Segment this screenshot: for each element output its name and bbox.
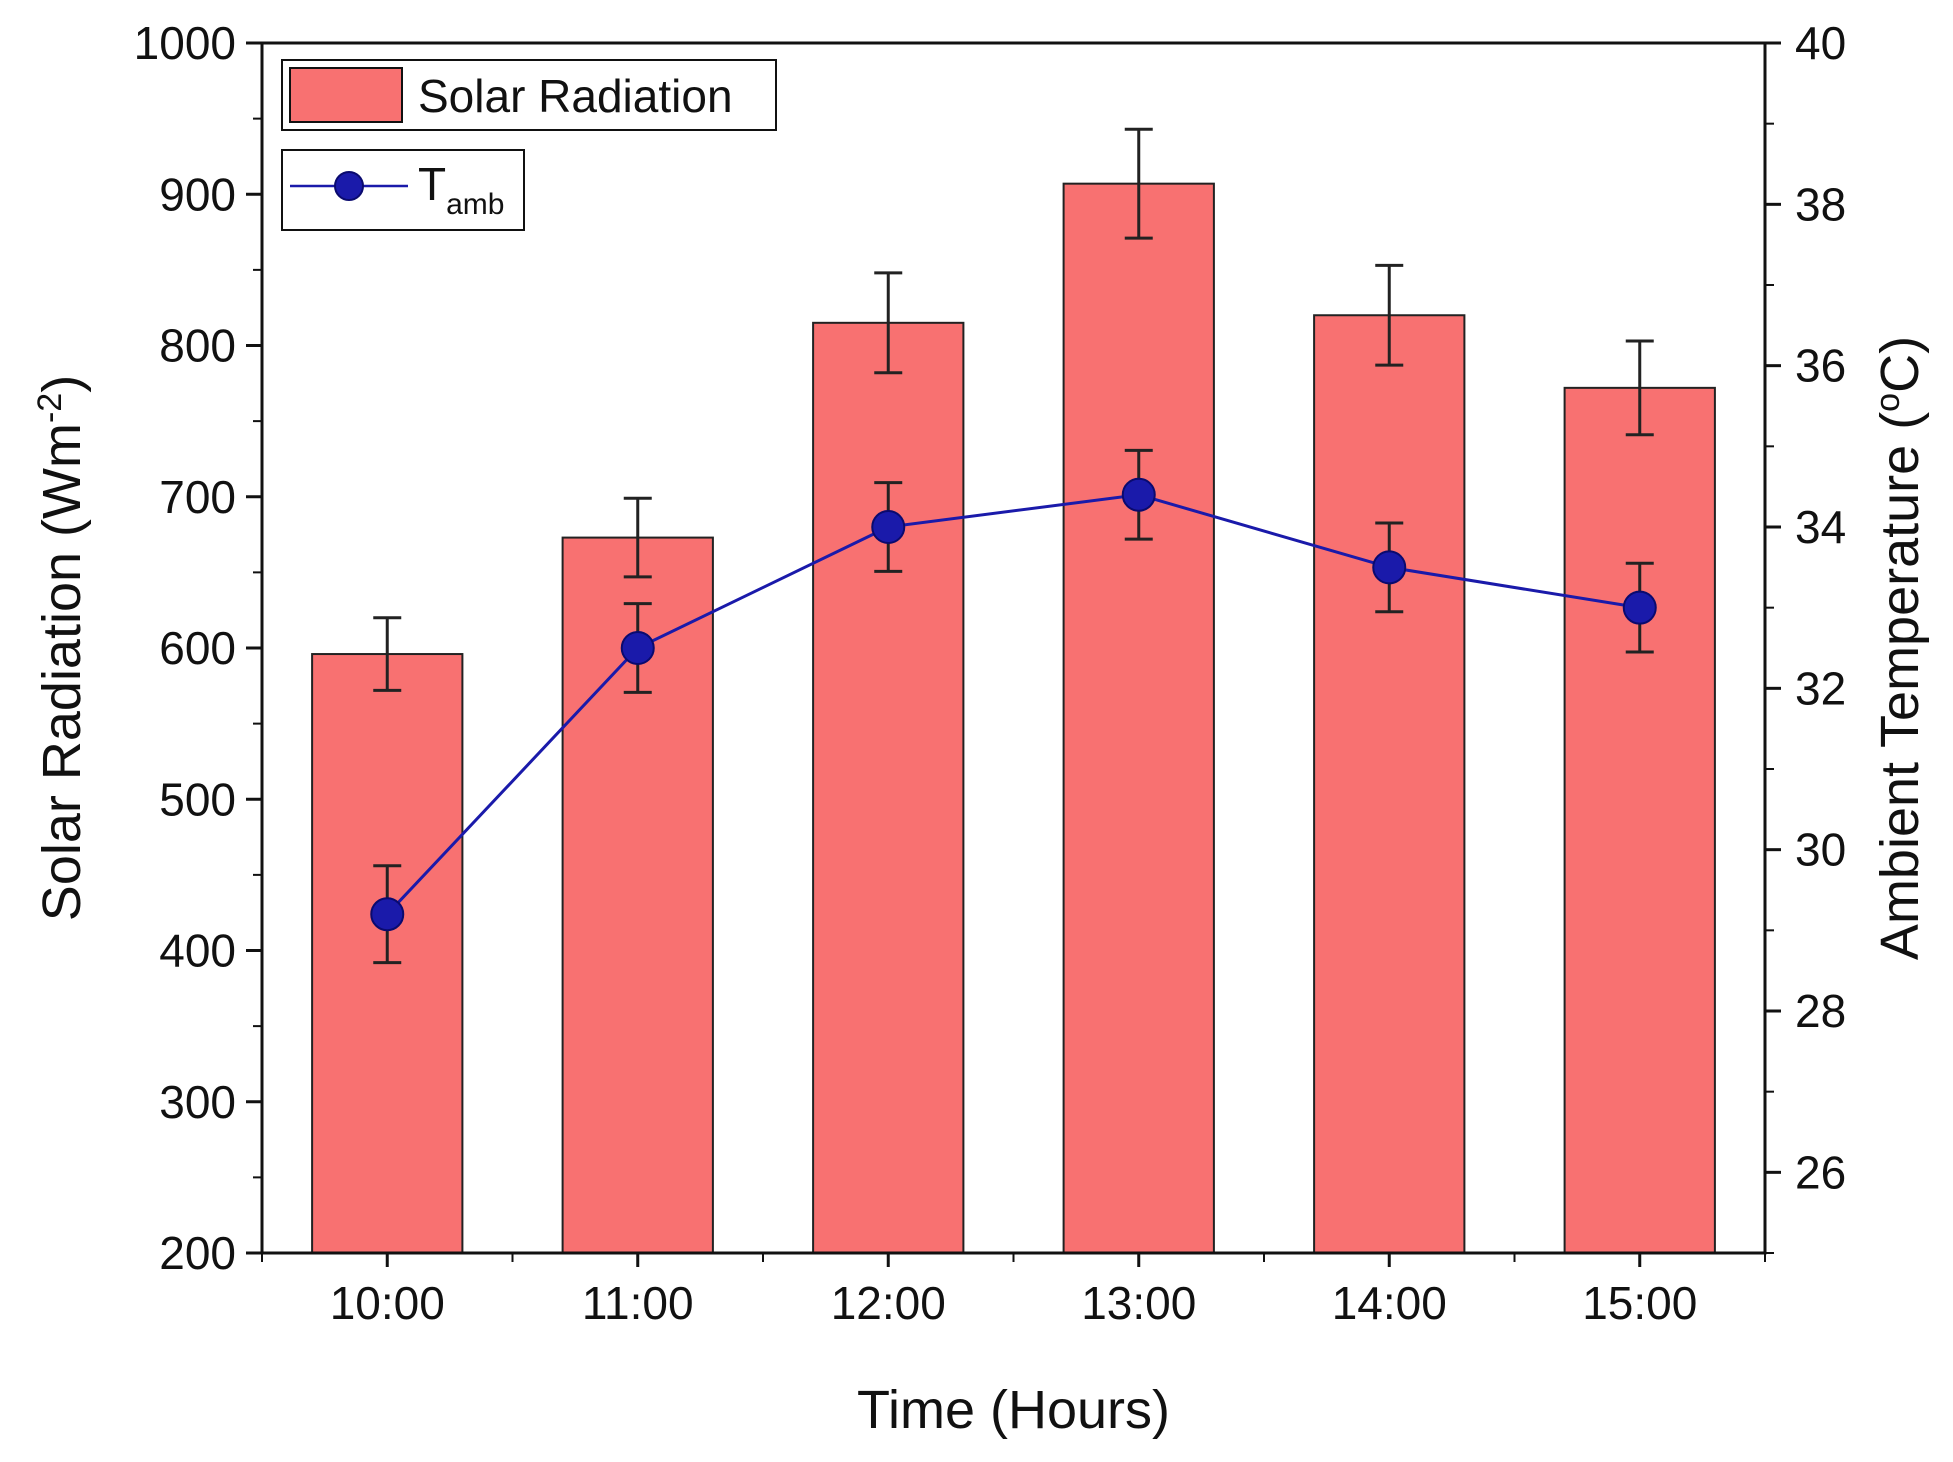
temperature-point-4 (1121, 477, 1156, 512)
x-tick-label-3: 12:00 (831, 1277, 946, 1329)
y-left-tick-label-7: 800 (159, 320, 236, 372)
y-axis-left-title-main: Solar Radiation (Wm (32, 423, 92, 921)
y-right-tick-label-5: 34 (1795, 501, 1846, 553)
x-tick-label-4: 13:00 (1081, 1277, 1196, 1329)
legend-box-temperature (281, 149, 525, 231)
bar-5 (1313, 314, 1466, 1254)
legend-label-temperature-main: T (418, 158, 446, 210)
y-right-tick-label-8: 40 (1795, 17, 1846, 69)
y-left-tick-label-4: 500 (159, 773, 236, 825)
y-left-tick-label-5: 600 (159, 622, 236, 674)
y-right-tick-label-2: 28 (1795, 985, 1846, 1037)
y-left-tick-label-3: 400 (159, 925, 236, 977)
temperature-line (386, 493, 1640, 916)
bar-3 (812, 321, 965, 1254)
legend: Solar Radiation Tamb (281, 59, 777, 231)
temperature-point-1 (370, 897, 405, 932)
x-axis-title: Time (Hours) (857, 1380, 1170, 1440)
x-tick-label-1: 10:00 (330, 1277, 445, 1329)
y-axis-right-title-close: C) (1870, 336, 1930, 393)
x-axis: 10:00 11:00 12:00 13:00 14:00 15:00 (261, 1253, 1766, 1329)
y-axis-right-title: Ambient Temperature (oC) (1869, 336, 1930, 960)
bar-error-1 (373, 616, 402, 692)
y-right-tick-label-4: 32 (1795, 662, 1846, 714)
temperature-point-3 (871, 510, 906, 544)
legend-label-temperature-sub: amb (446, 188, 504, 221)
legend-swatch-solar (289, 67, 403, 123)
x-tick-label-5: 14:00 (1332, 1277, 1447, 1329)
legend-label-temperature: Tamb (418, 158, 504, 221)
legend-label-solar: Solar Radiation (418, 70, 733, 122)
bar-6 (1563, 386, 1716, 1255)
y-left-tick-label-1: 200 (159, 1227, 236, 1279)
bar-error-5 (1375, 263, 1404, 367)
y-left-tick-label-8: 900 (159, 168, 236, 220)
y-right-tick-label-7: 38 (1795, 178, 1846, 230)
bars-layer (311, 182, 1716, 1255)
bar-error-bars (373, 127, 1654, 692)
x-tick-label-2: 11:00 (582, 1277, 694, 1329)
y-axis-left: 200 300 400 500 600 700 800 900 1000 (134, 17, 262, 1279)
x-tick-label-6: 15:00 (1582, 1277, 1697, 1329)
y-axis-right-title-main: Ambient Temperature ( (1870, 412, 1930, 960)
y-left-tick-label-6: 700 (159, 471, 236, 523)
temperature-point-5 (1372, 550, 1407, 585)
y-right-tick-label-1: 26 (1795, 1146, 1846, 1198)
bar-error-2 (623, 496, 652, 579)
y-right-tick-label-6: 36 (1795, 340, 1846, 392)
y-left-tick-label-2: 300 (159, 1076, 236, 1128)
y-axis-left-title: Solar Radiation (Wm-2) (31, 375, 92, 921)
bar-error-3 (874, 271, 903, 375)
y-axis-right-title-sup: o (1869, 393, 1907, 412)
bar-error-4 (1124, 127, 1153, 240)
legend-swatch-temperature-marker (334, 171, 364, 201)
temperature-point-2 (620, 631, 655, 665)
temperature-series (370, 448, 1657, 965)
y-right-tick-label-3: 30 (1795, 824, 1846, 876)
y-left-tick-label-9: 1000 (134, 17, 236, 69)
temperature-point-6 (1622, 590, 1657, 625)
bar-4 (1062, 182, 1215, 1255)
y-axis-left-title-sup: -2 (31, 393, 69, 423)
y-axis-left-title-close: ) (32, 375, 92, 393)
bar-error-6 (1625, 339, 1654, 437)
y-axis-right: 26 28 30 32 34 36 38 40 (1765, 17, 1846, 1254)
